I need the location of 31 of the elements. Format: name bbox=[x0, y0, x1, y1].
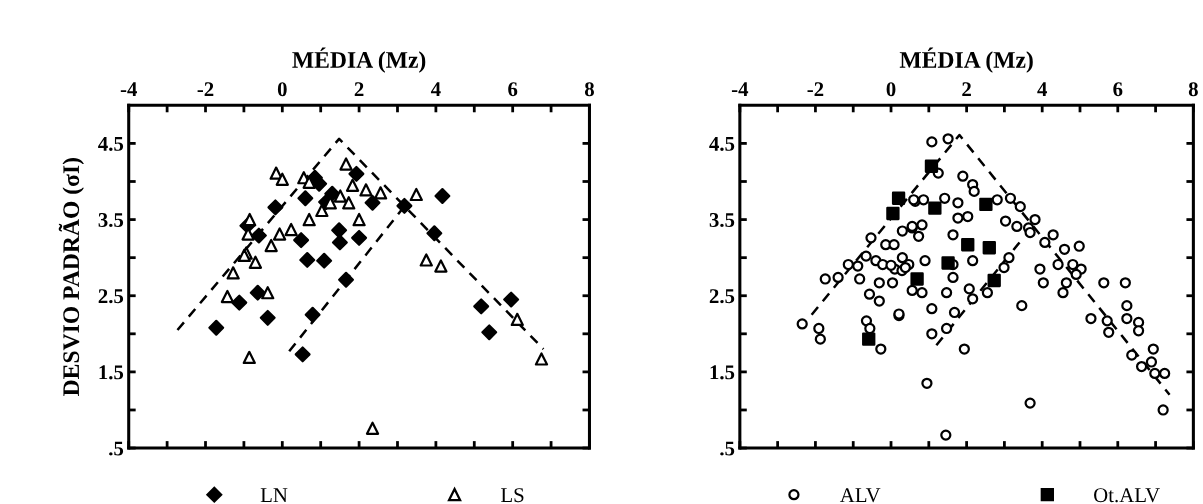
y-tick-label: 4.5 bbox=[709, 136, 735, 151]
x-tick-label: 0 bbox=[886, 82, 896, 97]
x-tick-label: -2 bbox=[197, 82, 214, 97]
y-tick-label: 4.5 bbox=[98, 136, 124, 151]
x-tick-label: -2 bbox=[807, 82, 824, 97]
x-tick-label: -4 bbox=[120, 82, 138, 97]
x-tick-label: 2 bbox=[962, 82, 971, 97]
x-tick-label: 2 bbox=[354, 82, 364, 97]
y-tick-label: .5 bbox=[109, 441, 124, 456]
y-tick-label: 2.5 bbox=[98, 289, 124, 304]
y-axis-title: DESVIO PADRÃO (σI) bbox=[58, 158, 84, 396]
legend-label: ALV bbox=[839, 488, 881, 503]
legend-label: LS bbox=[501, 488, 524, 503]
y-tick-label: .5 bbox=[720, 441, 735, 456]
x-tick-label: 6 bbox=[508, 82, 518, 97]
y-tick-label: 1.5 bbox=[710, 365, 735, 380]
legend-label: Ot.ALV bbox=[1094, 488, 1160, 503]
x-axis-title: MÉDIA (Mz) bbox=[292, 47, 426, 73]
x-tick-label: 8 bbox=[584, 82, 594, 97]
legend-label: LN bbox=[260, 488, 288, 502]
y-tick-label: 3.5 bbox=[98, 213, 124, 228]
y-tick-label: 1.5 bbox=[99, 365, 124, 380]
x-axis-title: MÉDIA (Mz) bbox=[899, 47, 1033, 73]
y-tick-label: 3.5 bbox=[709, 213, 735, 228]
x-tick-label: 6 bbox=[1113, 82, 1123, 97]
x-tick-label: 0 bbox=[277, 82, 287, 97]
x-tick-label: 4 bbox=[430, 82, 441, 97]
x-tick-label: 8 bbox=[1188, 82, 1198, 97]
x-tick-label: -4 bbox=[731, 82, 749, 97]
x-tick-label: 4 bbox=[1037, 82, 1048, 97]
y-tick-label: 2.5 bbox=[709, 289, 735, 304]
